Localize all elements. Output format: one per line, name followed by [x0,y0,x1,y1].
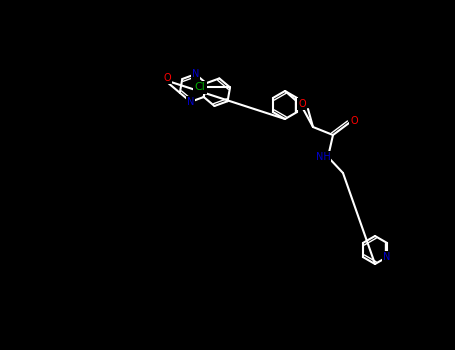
Text: O: O [350,116,358,126]
Text: N: N [187,97,194,107]
Text: Cl: Cl [195,82,206,92]
Text: N: N [384,252,391,262]
Text: NH: NH [316,152,330,162]
Text: N: N [192,69,199,79]
Text: O: O [164,73,172,83]
Text: O: O [298,99,306,109]
